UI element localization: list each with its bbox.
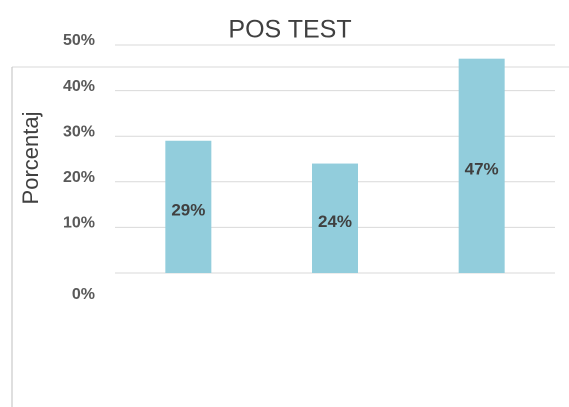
data-label: 24% xyxy=(318,212,352,231)
data-label: 29% xyxy=(171,200,205,219)
y-tick-label: 40% xyxy=(63,78,95,95)
bar xyxy=(165,140,212,273)
data-label: 47% xyxy=(465,159,499,178)
bar xyxy=(312,163,358,273)
y-tick-label: 30% xyxy=(63,123,95,140)
y-tick-label: 20% xyxy=(63,169,95,186)
y-tick-label: 50% xyxy=(63,32,95,49)
bar xyxy=(458,58,505,274)
y-axis-label: Porcentaj xyxy=(18,112,43,205)
y-tick-label: 0% xyxy=(72,286,95,303)
y-tick-label: 10% xyxy=(63,215,95,232)
chart-title: POS TEST xyxy=(228,16,351,44)
